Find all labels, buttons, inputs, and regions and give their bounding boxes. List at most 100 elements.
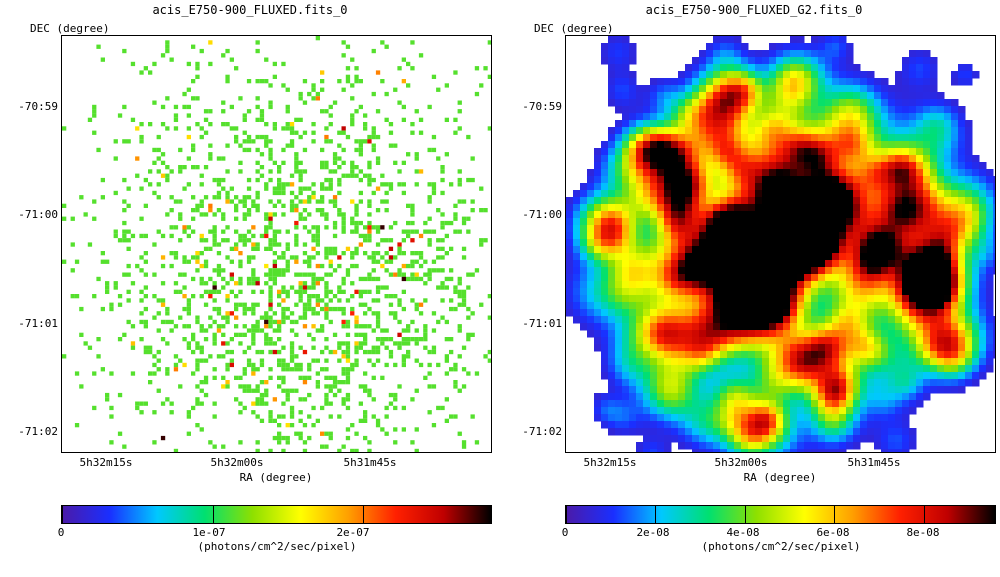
image-pixel bbox=[692, 267, 700, 275]
image-pixel bbox=[264, 233, 269, 239]
image-pixel bbox=[629, 407, 637, 415]
image-pixel bbox=[109, 440, 114, 445]
raw-counts-image bbox=[62, 36, 491, 452]
image-pixel bbox=[811, 302, 819, 310]
image-pixel bbox=[636, 337, 644, 345]
image-pixel bbox=[152, 100, 157, 105]
image-pixel bbox=[720, 246, 728, 254]
image-pixel bbox=[678, 274, 686, 282]
image-pixel bbox=[797, 295, 805, 303]
image-pixel bbox=[375, 186, 381, 191]
image-pixel bbox=[636, 372, 644, 380]
image-pixel bbox=[461, 345, 467, 350]
image-pixel bbox=[186, 134, 191, 140]
image-pixel bbox=[902, 204, 910, 212]
image-pixel bbox=[860, 260, 868, 268]
image-pixel bbox=[881, 365, 889, 373]
image-pixel bbox=[937, 274, 945, 282]
image-pixel bbox=[965, 211, 973, 219]
image-pixel bbox=[748, 99, 756, 107]
image-pixel bbox=[797, 99, 805, 107]
image-pixel bbox=[853, 169, 861, 177]
image-pixel bbox=[160, 302, 166, 307]
image-pixel bbox=[839, 428, 847, 436]
image-pixel bbox=[706, 71, 714, 79]
image-pixel bbox=[341, 367, 346, 372]
image-pixel bbox=[307, 285, 312, 290]
image-pixel bbox=[643, 386, 651, 394]
image-pixel bbox=[139, 233, 144, 239]
image-pixel bbox=[671, 99, 679, 107]
image-pixel bbox=[83, 212, 88, 217]
image-plot-area[interactable] bbox=[61, 35, 492, 453]
image-pixel bbox=[909, 64, 917, 72]
image-pixel bbox=[440, 190, 445, 196]
image-pixel bbox=[727, 295, 735, 303]
image-pixel bbox=[307, 263, 312, 269]
image-pixel bbox=[790, 421, 798, 429]
image-pixel bbox=[888, 225, 896, 233]
image-pixel bbox=[341, 380, 346, 385]
image-pixel bbox=[594, 323, 602, 331]
image-pixel bbox=[909, 169, 917, 177]
image-pixel bbox=[888, 302, 896, 310]
image-pixel bbox=[895, 386, 903, 394]
image-pixel bbox=[195, 96, 200, 101]
image-pixel bbox=[195, 74, 200, 79]
image-pixel bbox=[755, 386, 763, 394]
image-pixel bbox=[203, 263, 209, 269]
image-pixel bbox=[965, 274, 973, 282]
image-pixel bbox=[958, 134, 966, 142]
image-pixel bbox=[741, 50, 749, 58]
image-pixel bbox=[406, 203, 411, 208]
image-pixel bbox=[70, 216, 75, 221]
image-pixel bbox=[636, 127, 644, 135]
image-pixel bbox=[311, 324, 316, 329]
image-pixel bbox=[692, 85, 700, 93]
image-pixel bbox=[930, 106, 938, 114]
image-pixel bbox=[902, 190, 910, 198]
image-pixel bbox=[440, 177, 445, 183]
image-pixel bbox=[246, 79, 252, 84]
image-pixel bbox=[453, 384, 458, 389]
image-pixel bbox=[832, 99, 840, 107]
image-pixel bbox=[255, 414, 260, 419]
image-pixel bbox=[272, 190, 277, 196]
image-pixel bbox=[867, 358, 875, 366]
image-pixel bbox=[692, 260, 700, 268]
image-pixel bbox=[629, 365, 637, 373]
image-pixel bbox=[902, 260, 910, 268]
image-pixel bbox=[216, 311, 222, 316]
image-pixel bbox=[944, 141, 952, 149]
image-plot-area[interactable] bbox=[565, 35, 996, 453]
image-pixel bbox=[615, 365, 623, 373]
image-pixel bbox=[678, 253, 686, 261]
image-pixel bbox=[636, 365, 644, 373]
image-pixel bbox=[169, 169, 174, 174]
image-pixel bbox=[734, 260, 742, 268]
image-pixel bbox=[195, 122, 200, 127]
image-pixel bbox=[937, 113, 945, 121]
image-pixel bbox=[909, 260, 917, 268]
image-pixel bbox=[727, 99, 735, 107]
image-pixel bbox=[720, 204, 728, 212]
image-pixel bbox=[423, 259, 428, 264]
image-pixel bbox=[979, 239, 987, 247]
image-pixel bbox=[449, 337, 454, 342]
image-pixel bbox=[242, 147, 247, 153]
image-pixel bbox=[713, 183, 721, 191]
image-pixel bbox=[706, 281, 714, 289]
image-pixel bbox=[367, 238, 372, 243]
image-pixel bbox=[246, 186, 252, 191]
image-pixel bbox=[259, 362, 265, 368]
image-pixel bbox=[958, 309, 966, 317]
image-pixel bbox=[860, 85, 868, 93]
image-pixel bbox=[881, 358, 889, 366]
image-pixel bbox=[790, 197, 798, 205]
image-pixel bbox=[664, 428, 672, 436]
image-pixel bbox=[741, 204, 749, 212]
image-pixel bbox=[797, 281, 805, 289]
image-pixel bbox=[629, 134, 637, 142]
image-pixel bbox=[195, 268, 200, 273]
image-pixel bbox=[923, 134, 931, 142]
